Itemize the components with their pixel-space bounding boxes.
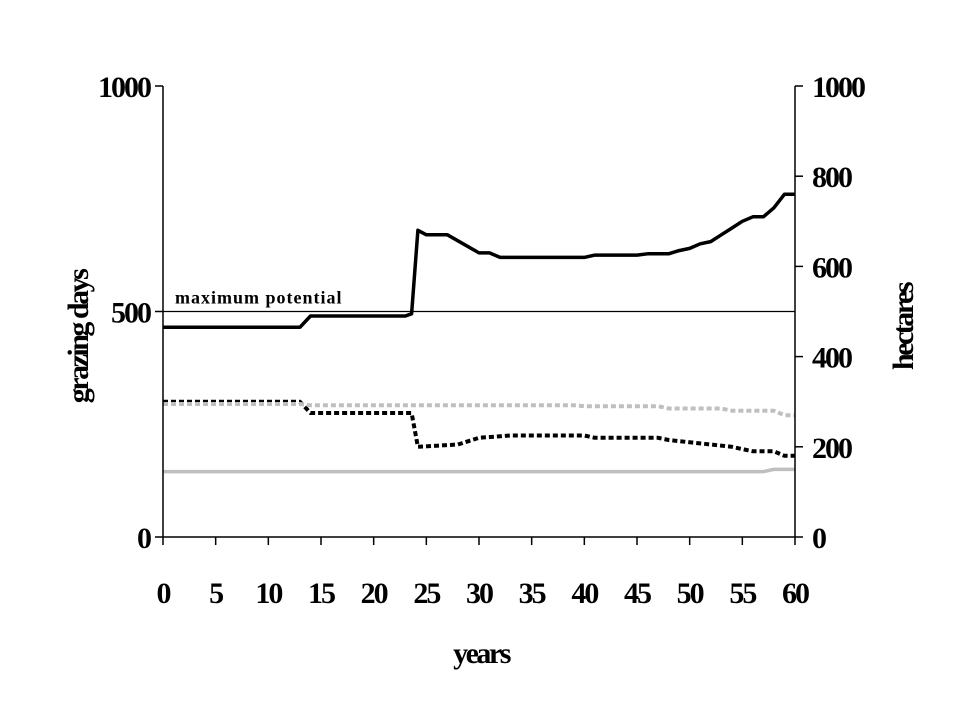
x-tick-label: 40 (571, 577, 598, 610)
x-tick-label: 45 (624, 577, 651, 610)
x-tick-label: 25 (413, 577, 440, 610)
series-line-4 (163, 467, 795, 474)
x-tick-label: 5 (209, 577, 223, 610)
left-tick-label: 0 (137, 522, 151, 555)
left-axis-title: grazing days (62, 269, 95, 403)
x-tick-label: 50 (677, 577, 704, 610)
left-tick-label: 500 (111, 297, 151, 330)
right-tick-label: 600 (812, 251, 852, 284)
axes-layer: 0 5 10 15 20 25 30 35 40 45 50 55 600500100002004006… (98, 71, 867, 610)
right-tick-label: 1000 (812, 71, 865, 104)
maximum-potential-label: maximum potential (175, 288, 343, 308)
series-line-1 (163, 192, 795, 330)
reference-layer: maximum potential (163, 288, 795, 313)
x-tick-label: 35 (519, 577, 546, 610)
x-tick-label: 55 (729, 577, 756, 610)
series-line-2 (163, 399, 795, 458)
x-tick-label: 20 (361, 577, 388, 610)
right-tick-label: 400 (812, 342, 852, 375)
x-axis-title: years (453, 637, 511, 670)
x-tick-label: 10 (255, 577, 282, 610)
right-tick-label: 0 (812, 522, 826, 555)
right-tick-label: 800 (812, 161, 852, 194)
series-line-3 (163, 402, 795, 418)
x-tick-label: 0 (157, 577, 171, 610)
x-tick-label: 15 (308, 577, 335, 610)
left-tick-label: 1000 (98, 71, 151, 104)
x-tick-label: 30 (466, 577, 493, 610)
x-tick-label: 60 (782, 577, 809, 610)
series-layer (163, 192, 795, 474)
right-axis-title: hectares (887, 282, 920, 370)
right-tick-label: 200 (812, 432, 852, 465)
